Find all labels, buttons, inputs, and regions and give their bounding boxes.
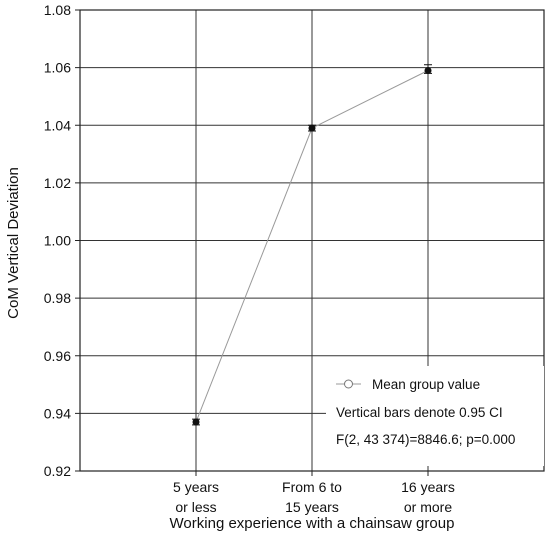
- data-point: [192, 418, 200, 426]
- y-tick-label: 1.02: [44, 175, 71, 191]
- y-tick-label: 1.06: [44, 60, 71, 76]
- legend-note-ci: Vertical bars denote 0.95 CI: [336, 405, 503, 420]
- y-tick-label: 1.00: [44, 233, 71, 249]
- x-tick-labels: 5 years or less From 6 to 15 years 16 years o…: [173, 479, 455, 515]
- x-tick-label: or more: [404, 499, 452, 515]
- legend: Mean group value Vertical bars denote 0.…: [326, 366, 544, 466]
- y-axis-title: CoM Vertical Deviation: [5, 167, 22, 319]
- y-tick-label: 0.98: [44, 290, 71, 306]
- legend-box: [326, 366, 544, 466]
- legend-marker: [344, 379, 353, 389]
- x-axis-title: Working experience with a chainsaw group: [170, 515, 455, 532]
- legend-note-stat: F(2, 43 374)=8846.6; p=0.000: [336, 432, 515, 447]
- x-tick-label: 16 years: [401, 479, 455, 495]
- legend-marker-label: Mean group value: [372, 377, 480, 392]
- series: [192, 64, 432, 426]
- y-tick-label: 0.92: [44, 463, 71, 479]
- x-tick-label: or less: [175, 499, 216, 515]
- plot-frame: [79, 9, 545, 472]
- x-tick-label: 5 years: [173, 479, 219, 495]
- y-tick-labels: 0.92 0.94 0.96 0.98 1.00 1.02 1.04 1.06 1.08: [44, 2, 71, 479]
- y-tick-label: 1.04: [44, 117, 71, 133]
- x-tick-label: From 6 to: [282, 479, 342, 495]
- y-tick-label: 0.94: [44, 405, 71, 421]
- axes: [75, 9, 545, 476]
- y-tick-label: 0.96: [44, 348, 71, 364]
- data-point: [308, 124, 316, 132]
- y-tick-label: 1.08: [44, 2, 71, 18]
- x-tick-label: 15 years: [285, 499, 339, 515]
- data-point: [424, 67, 432, 75]
